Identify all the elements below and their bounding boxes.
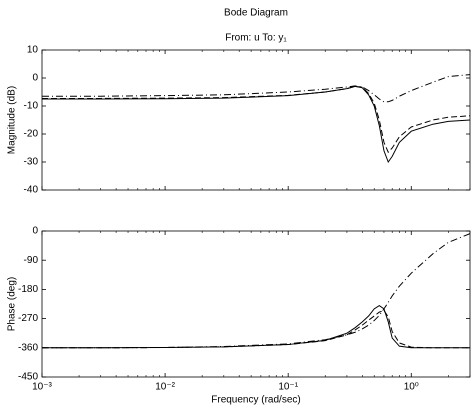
y-tick-label: 10 [27, 45, 39, 56]
y-tick-label: -30 [24, 157, 39, 168]
y-tick-label: -10 [24, 101, 39, 112]
line-series [42, 309, 470, 349]
x-tick-label: 10⁻³ [32, 382, 52, 393]
y-tick-label: -360 [18, 342, 38, 353]
y-tick-label: -40 [24, 185, 39, 196]
line-series [42, 85, 471, 154]
plot-frame [41, 49, 471, 191]
y-tick-label: -90 [24, 255, 39, 266]
chart-title: Bode Diagram [224, 8, 288, 19]
chart-subtitle: From: u To: y₁ [225, 33, 287, 44]
x-tick-label: 10⁰ [404, 382, 419, 393]
line-series [42, 85, 471, 164]
line-series [42, 233, 471, 349]
y-tick-label: 0 [32, 226, 38, 237]
y-tick-label: -180 [18, 284, 38, 295]
x-axis-label: Frequency (rad/sec) [211, 395, 300, 406]
plot-frame [41, 230, 471, 378]
y-axis-label: Magnitude (dB) [7, 86, 18, 154]
line-series [42, 305, 470, 349]
y-tick-label: -450 [18, 372, 38, 383]
y-tick-label: -270 [18, 313, 38, 324]
x-tick-label: 10⁻¹ [278, 382, 298, 393]
y-tick-label: 0 [32, 73, 38, 84]
x-tick-label: 10⁻² [155, 382, 175, 393]
y-tick-label: -20 [24, 129, 39, 140]
y-axis-label: Phase (deg) [7, 277, 18, 331]
line-series [42, 74, 471, 103]
